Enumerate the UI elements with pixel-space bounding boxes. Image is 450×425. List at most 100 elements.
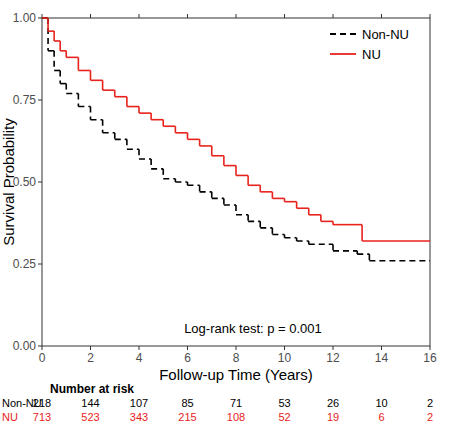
x-tick bbox=[236, 14, 237, 18]
x-tick-label: 6 bbox=[184, 351, 191, 365]
step-segment bbox=[66, 57, 78, 59]
step-segment bbox=[54, 70, 60, 72]
step-segment bbox=[48, 50, 54, 52]
y-tick bbox=[38, 346, 42, 347]
x-tick bbox=[187, 346, 188, 350]
at-risk-count: 52 bbox=[278, 411, 290, 423]
at-risk-count: 26 bbox=[327, 397, 339, 409]
step-segment bbox=[321, 221, 333, 223]
step-segment bbox=[212, 198, 224, 200]
step-riser bbox=[59, 70, 61, 83]
step-riser bbox=[235, 166, 237, 176]
step-segment bbox=[127, 148, 139, 150]
at-risk-count: 71 bbox=[230, 397, 242, 409]
step-riser bbox=[102, 80, 104, 90]
plot-frame bbox=[42, 18, 430, 346]
at-risk-title: Number at risk bbox=[50, 382, 134, 396]
step-riser bbox=[78, 57, 80, 70]
step-riser bbox=[175, 126, 177, 133]
at-risk-count: 85 bbox=[181, 397, 193, 409]
step-riser bbox=[247, 175, 249, 185]
step-riser bbox=[296, 202, 298, 209]
step-riser bbox=[65, 84, 67, 94]
at-risk-count: 10 bbox=[375, 397, 387, 409]
legend-label: NU bbox=[362, 47, 381, 62]
step-segment bbox=[175, 181, 187, 183]
x-tick bbox=[430, 346, 431, 350]
x-tick bbox=[139, 14, 140, 18]
step-riser bbox=[47, 18, 49, 51]
step-segment bbox=[248, 184, 260, 186]
step-segment bbox=[309, 244, 333, 246]
curves bbox=[42, 18, 430, 261]
y-tick-label: 0.25 bbox=[13, 257, 37, 271]
x-tick-label: 2 bbox=[87, 351, 94, 365]
step-segment bbox=[66, 93, 78, 95]
step-segment bbox=[260, 227, 272, 229]
x-tick bbox=[187, 14, 188, 18]
step-riser bbox=[259, 185, 261, 192]
x-tick bbox=[90, 14, 91, 18]
step-segment bbox=[200, 191, 212, 193]
step-riser bbox=[199, 139, 201, 146]
step-segment bbox=[127, 106, 139, 108]
step-riser bbox=[272, 228, 274, 235]
step-riser bbox=[114, 133, 116, 140]
step-segment bbox=[103, 132, 115, 134]
step-riser bbox=[211, 192, 213, 199]
step-riser bbox=[361, 225, 363, 241]
step-riser bbox=[59, 41, 61, 51]
step-segment bbox=[151, 119, 163, 121]
x-tick bbox=[139, 346, 140, 350]
x-tick-label: 16 bbox=[423, 351, 437, 365]
step-segment bbox=[333, 224, 362, 226]
step-segment bbox=[333, 250, 357, 252]
step-riser bbox=[223, 198, 225, 205]
legend-swatch bbox=[330, 53, 356, 55]
at-risk-count: 523 bbox=[81, 411, 99, 423]
x-tick bbox=[381, 346, 382, 350]
at-risk-count: 53 bbox=[278, 397, 290, 409]
step-riser bbox=[53, 51, 55, 71]
legend-swatch bbox=[330, 33, 356, 35]
step-riser bbox=[247, 215, 249, 222]
step-segment bbox=[42, 17, 48, 19]
step-riser bbox=[199, 185, 201, 192]
step-segment bbox=[309, 214, 321, 216]
step-segment bbox=[151, 168, 163, 170]
step-segment bbox=[260, 191, 272, 193]
at-risk-count: 218 bbox=[33, 397, 51, 409]
y-axis-title: Survival Probability bbox=[0, 118, 17, 246]
at-risk-count: 343 bbox=[130, 411, 148, 423]
step-riser bbox=[150, 113, 152, 120]
step-segment bbox=[236, 175, 248, 177]
step-riser bbox=[65, 51, 67, 58]
step-segment bbox=[236, 214, 248, 216]
step-segment bbox=[297, 240, 309, 242]
x-tick bbox=[430, 14, 431, 18]
step-riser bbox=[162, 120, 164, 127]
y-tick-label: 0.00 bbox=[13, 339, 37, 353]
step-riser bbox=[320, 215, 322, 222]
step-segment bbox=[272, 198, 284, 200]
step-riser bbox=[102, 120, 104, 133]
step-segment bbox=[139, 112, 151, 114]
step-segment bbox=[188, 139, 200, 141]
chart: 0.000.250.500.751.000246810121416Follow-… bbox=[0, 0, 450, 425]
at-risk-count: 108 bbox=[227, 411, 245, 423]
step-riser bbox=[332, 244, 334, 251]
step-segment bbox=[78, 106, 90, 108]
step-segment bbox=[115, 139, 127, 141]
step-segment bbox=[103, 89, 115, 91]
step-segment bbox=[272, 234, 284, 236]
step-segment bbox=[188, 184, 200, 186]
y-tick bbox=[38, 264, 42, 265]
step-segment bbox=[91, 119, 103, 121]
step-segment bbox=[115, 96, 127, 98]
step-segment bbox=[91, 80, 103, 82]
x-tick bbox=[284, 14, 285, 18]
step-segment bbox=[212, 155, 224, 157]
step-segment bbox=[248, 221, 260, 223]
step-riser bbox=[114, 90, 116, 97]
series-0 bbox=[42, 18, 430, 261]
